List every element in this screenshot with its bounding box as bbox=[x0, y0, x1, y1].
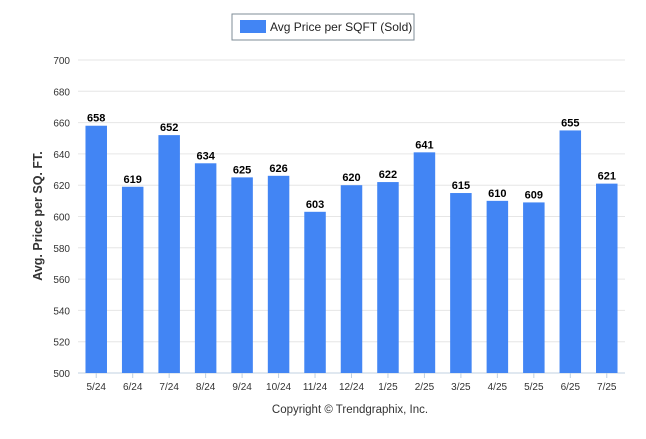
data-label: 615 bbox=[452, 180, 470, 192]
legend[interactable]: Avg Price per SQFT (Sold) bbox=[231, 13, 415, 41]
data-label: 603 bbox=[306, 199, 324, 211]
data-label: 622 bbox=[379, 169, 397, 181]
bar[interactable] bbox=[486, 200, 509, 373]
y-axis-title: Avg. Price per SQ. FT. bbox=[31, 151, 45, 280]
legend-label: Avg Price per SQFT (Sold) bbox=[270, 20, 412, 34]
bar[interactable] bbox=[267, 175, 290, 373]
x-tick-label: 4/25 bbox=[488, 382, 508, 393]
y-tick-label: 600 bbox=[53, 213, 70, 224]
x-tick-labels: 5/24 6/24 7/24 8/24 9/24 10/24 11/24 12/24 1/25 2… bbox=[86, 373, 617, 393]
bar[interactable] bbox=[85, 125, 107, 373]
y-tick-label: 540 bbox=[53, 306, 70, 317]
bar[interactable] bbox=[231, 177, 253, 373]
x-tick-label: 6/25 bbox=[561, 382, 581, 393]
bar[interactable] bbox=[413, 152, 436, 373]
x-tick-label: 8/24 bbox=[196, 382, 216, 393]
x-tick-label: 2/25 bbox=[415, 382, 435, 393]
y-tick-label: 700 bbox=[53, 56, 70, 67]
x-tick-label: 5/24 bbox=[86, 382, 106, 393]
legend-swatch bbox=[240, 20, 266, 33]
data-label: 652 bbox=[160, 122, 178, 134]
y-tick-label: 660 bbox=[53, 119, 70, 130]
x-tick-label: 9/24 bbox=[232, 382, 252, 393]
bar[interactable] bbox=[596, 183, 618, 373]
data-label: 621 bbox=[598, 171, 616, 183]
x-tick-label: 12/24 bbox=[339, 382, 364, 393]
x-tick-label: 11/24 bbox=[303, 382, 328, 393]
y-tick-label: 580 bbox=[53, 244, 70, 255]
data-label: 610 bbox=[488, 188, 506, 200]
y-tick-label: 560 bbox=[53, 275, 70, 286]
data-label: 655 bbox=[561, 117, 579, 129]
copyright-credit: Copyright © Trendgraphix, Inc. bbox=[272, 404, 428, 416]
data-label: 626 bbox=[269, 163, 287, 175]
bar[interactable] bbox=[377, 182, 399, 373]
data-labels: 658 619 652 634 625 626 603 620 622 641 615 610 609 6… bbox=[87, 113, 616, 211]
x-tick-label: 3/25 bbox=[451, 382, 471, 393]
bar[interactable] bbox=[523, 202, 545, 373]
bar[interactable] bbox=[304, 211, 326, 373]
y-tick-label: 620 bbox=[53, 181, 70, 192]
data-label: 634 bbox=[196, 150, 215, 162]
bars bbox=[85, 125, 618, 373]
x-tick-label: 10/24 bbox=[266, 382, 291, 393]
bar[interactable] bbox=[158, 135, 180, 373]
bar[interactable] bbox=[559, 130, 582, 373]
data-label: 625 bbox=[233, 164, 251, 176]
data-label: 641 bbox=[415, 139, 433, 151]
x-tick-label: 5/25 bbox=[524, 382, 544, 393]
y-tick-label: 520 bbox=[53, 338, 70, 349]
data-label: 620 bbox=[342, 172, 360, 184]
bar[interactable] bbox=[194, 163, 217, 373]
y-tick-label: 500 bbox=[53, 369, 70, 380]
x-tick-label: 7/25 bbox=[597, 382, 617, 393]
x-tick-label: 7/24 bbox=[159, 382, 179, 393]
data-label: 619 bbox=[124, 174, 142, 186]
y-tick-label: 680 bbox=[53, 87, 70, 98]
y-tick-labels: 500 520 540 560 580 600 620 640 660 680 700 bbox=[53, 56, 70, 380]
bar[interactable] bbox=[121, 186, 144, 373]
bar[interactable] bbox=[340, 185, 363, 373]
bar[interactable] bbox=[450, 193, 472, 373]
data-label: 658 bbox=[87, 113, 105, 125]
y-tick-label: 640 bbox=[53, 150, 70, 161]
x-tick-label: 6/24 bbox=[123, 382, 143, 393]
data-label: 609 bbox=[525, 189, 543, 201]
x-tick-label: 1/25 bbox=[378, 382, 398, 393]
